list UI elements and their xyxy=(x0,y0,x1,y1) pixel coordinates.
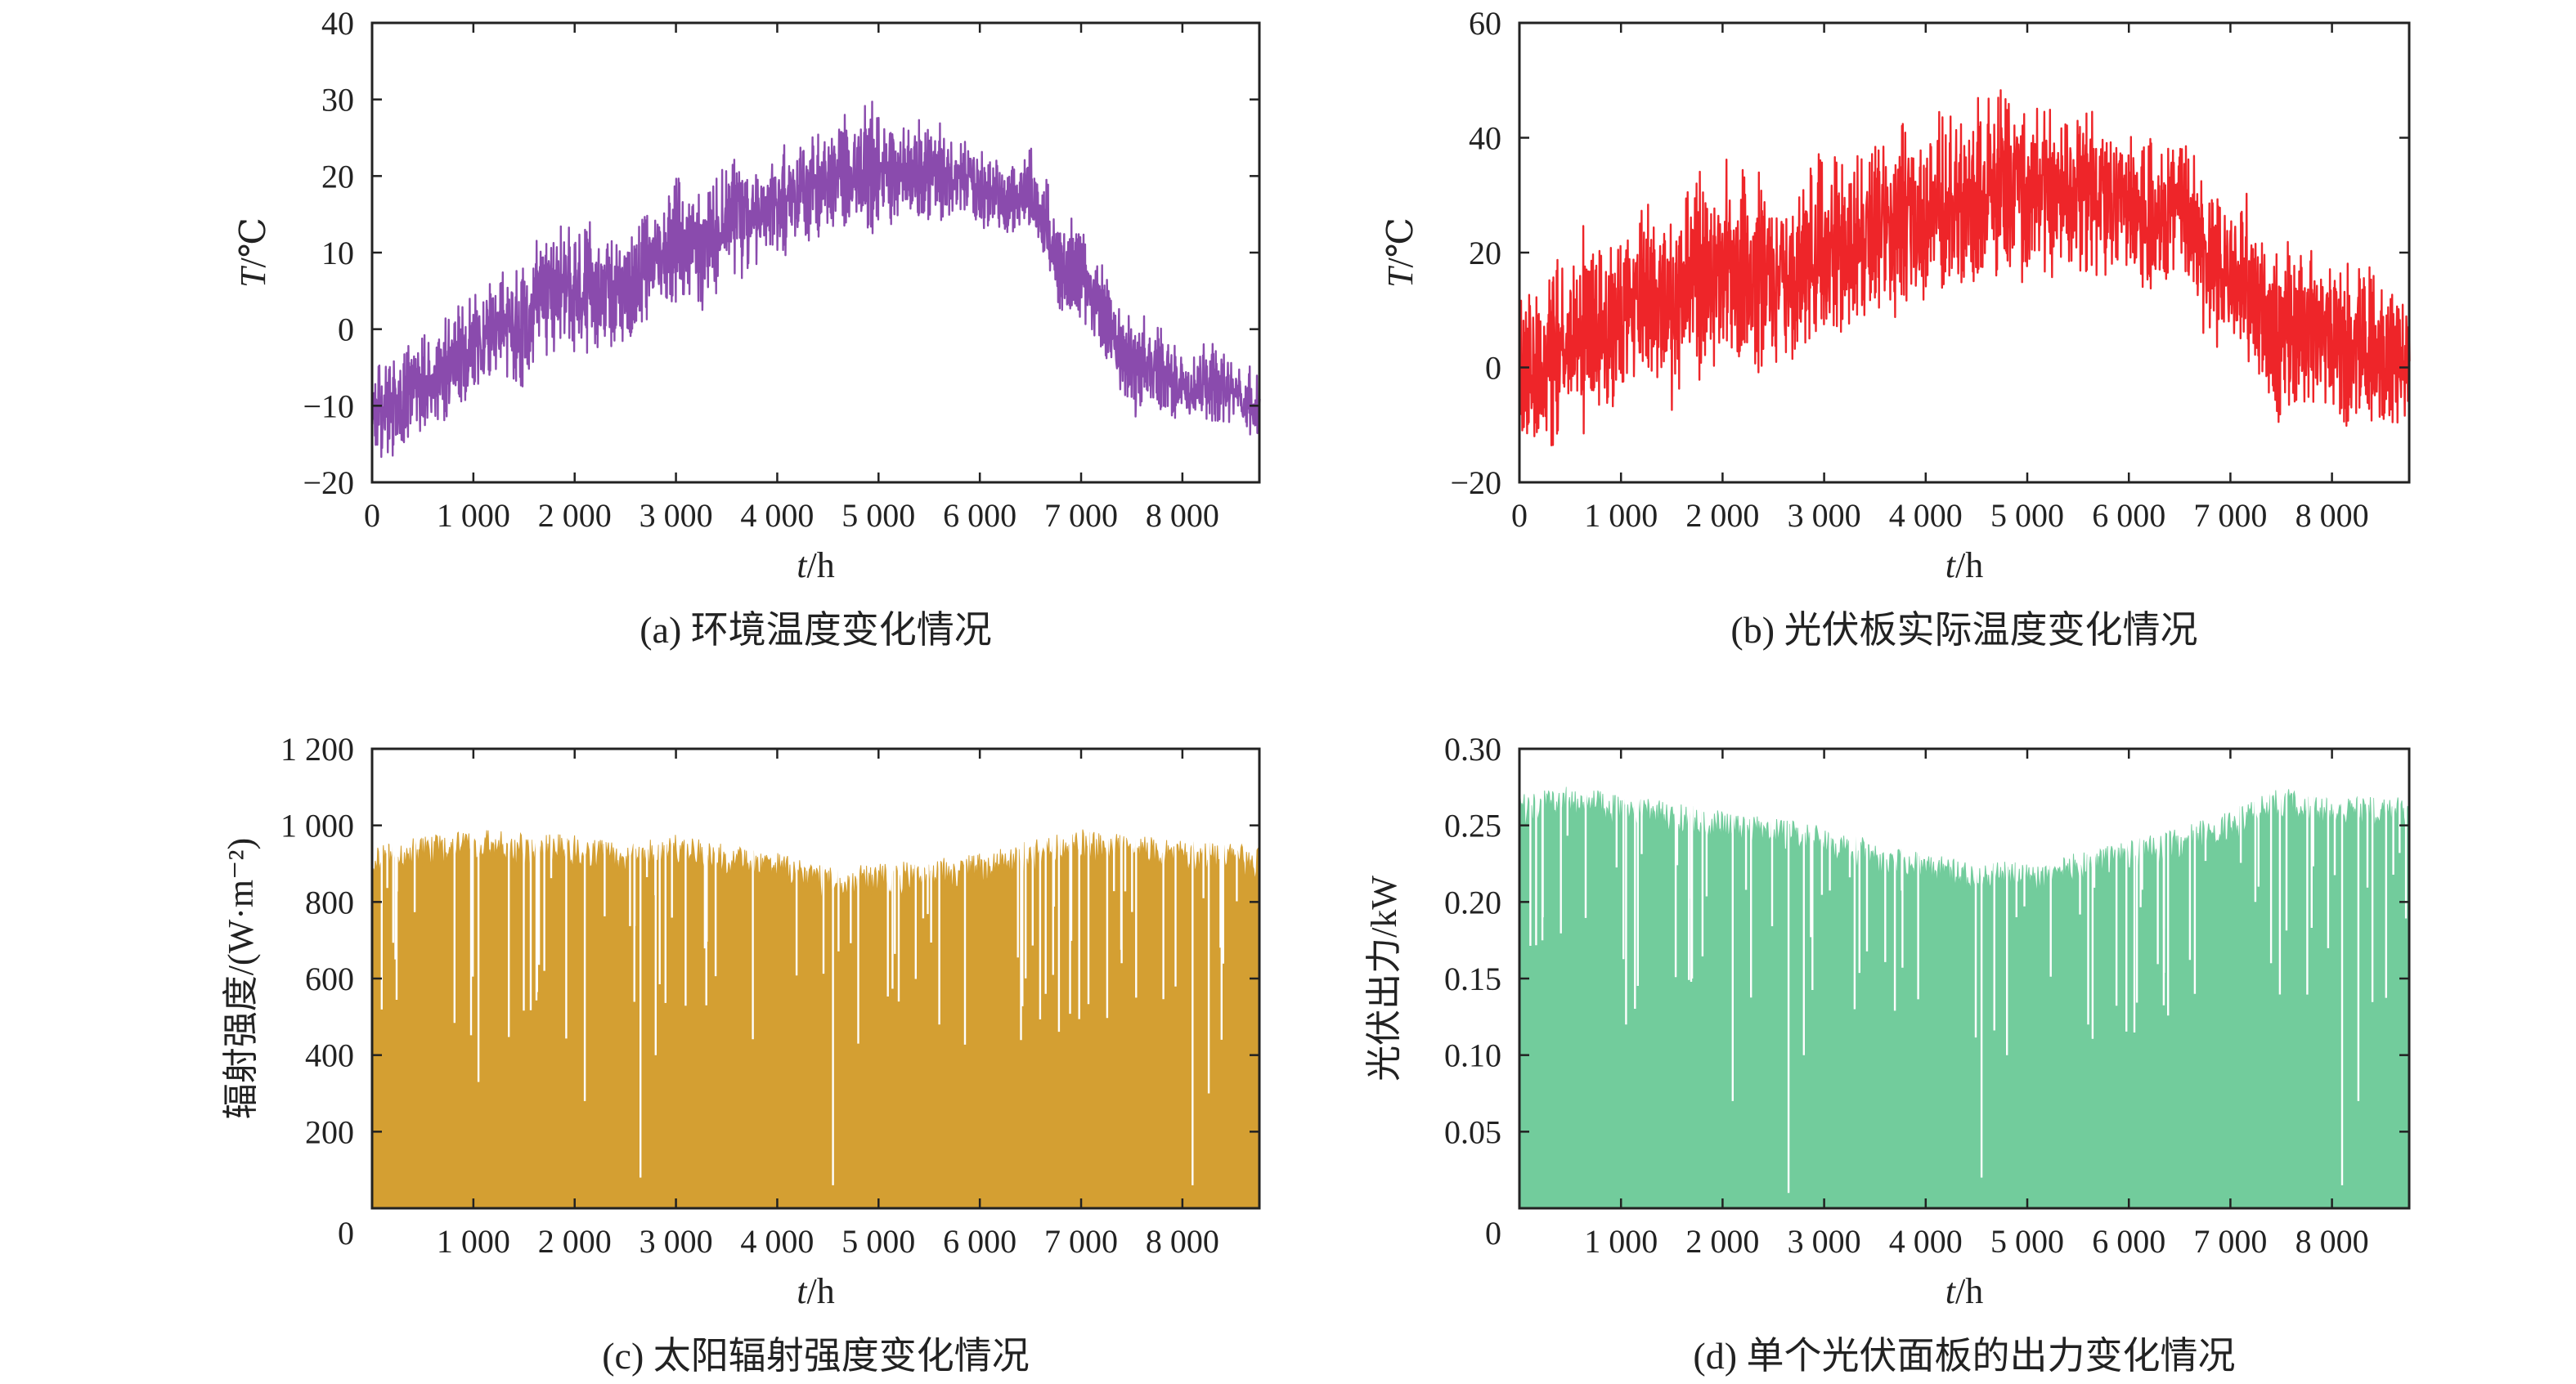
y-axis-variable-b: T xyxy=(1380,265,1420,288)
chart-panel-a: 0 1 000 2 000 3 000 4 000 5 000 6 000 7 000 8 00… xyxy=(233,5,1261,651)
y-tick-label-d-0: 0 xyxy=(1485,1215,1501,1252)
x-tick-label-b-3: 3 000 xyxy=(1788,497,1861,534)
x-tick-label-d-6: 7 000 xyxy=(2193,1223,2267,1260)
y-tick-label-a-6: 40 xyxy=(321,5,354,42)
x-tick-label-c-5: 6 000 xyxy=(943,1223,1016,1260)
x-axis-unit-c: /h xyxy=(807,1271,835,1311)
x-tick-label-b-1: 1 000 xyxy=(1584,497,1658,534)
y-tick-label-d-2: 0.10 xyxy=(1444,1037,1501,1074)
x-tick-label-a-4: 4 000 xyxy=(740,497,814,534)
x-tick-label-b-4: 4 000 xyxy=(1889,497,1963,534)
x-tick-label-a-5: 5 000 xyxy=(841,497,915,534)
x-axis-unit-b: /h xyxy=(1955,545,1983,585)
x-tick-label-d-5: 6 000 xyxy=(2092,1223,2165,1260)
y-axis-label-d: 光伏出力/kW xyxy=(1364,876,1404,1082)
x-tick-label-b-8: 8 000 xyxy=(2296,497,2369,534)
x-tick-label-b-0: 0 xyxy=(1511,497,1528,534)
x-tick-label-a-7: 7 000 xyxy=(1044,497,1118,534)
x-tick-label-a-6: 6 000 xyxy=(943,497,1016,534)
y-tick-label-b-2: 20 xyxy=(1469,235,1501,271)
x-axis-label-a: t/h xyxy=(797,545,834,585)
x-axis-label-b: t/h xyxy=(1945,545,1983,585)
x-tick-label-a-1: 1 000 xyxy=(437,497,510,534)
x-tick-label-c-7: 8 000 xyxy=(1146,1223,1219,1260)
y-axis-label-a: T/℃ xyxy=(233,217,273,288)
chart-panel-c: 1 000 2 000 3 000 4 000 5 000 6 000 7 000 8 000… xyxy=(221,731,1261,1377)
y-tick-label-c-5: 1 000 xyxy=(280,808,354,844)
x-tick-label-b-7: 7 000 xyxy=(2193,497,2267,534)
y-tick-label-c-0: 0 xyxy=(338,1215,354,1252)
y-tick-label-a-5: 30 xyxy=(321,82,354,119)
y-tick-label-a-1: −10 xyxy=(303,387,354,424)
x-axis-variable-d: t xyxy=(1945,1271,1957,1311)
y-tick-label-c-3: 600 xyxy=(305,961,354,997)
y-tick-label-b-3: 40 xyxy=(1469,120,1501,157)
x-axis-label-c: t/h xyxy=(797,1271,834,1311)
series-line-b xyxy=(1518,89,2411,446)
chart-panel-d: 1 000 2 000 3 000 4 000 5 000 6 000 7 000 8 000… xyxy=(1364,731,2411,1377)
x-tick-label-a-3: 3 000 xyxy=(640,497,713,534)
y-tick-label-c-1: 200 xyxy=(305,1113,354,1150)
y-axis-unit-b: /℃ xyxy=(1380,217,1420,267)
x-tick-label-c-0: 1 000 xyxy=(437,1223,510,1260)
series-area-c xyxy=(371,829,1260,1209)
x-tick-label-a-2: 2 000 xyxy=(538,497,612,534)
series-line-a xyxy=(370,101,1261,459)
x-axis-variable-a: t xyxy=(797,545,808,585)
x-tick-label-a-8: 8 000 xyxy=(1146,497,1219,534)
caption-c: (c) 太阳辐射强度变化情况 xyxy=(602,1335,1030,1377)
x-tick-label-d-0: 1 000 xyxy=(1584,1223,1658,1260)
y-tick-label-a-4: 20 xyxy=(321,158,354,195)
series-area-d xyxy=(1519,786,2410,1209)
x-tick-label-b-2: 2 000 xyxy=(1685,497,1759,534)
x-tick-label-d-1: 2 000 xyxy=(1685,1223,1759,1260)
x-tick-label-d-2: 3 000 xyxy=(1788,1223,1861,1260)
x-axis-label-d: t/h xyxy=(1945,1271,1983,1311)
x-tick-label-c-4: 5 000 xyxy=(841,1223,915,1260)
y-tick-label-b-4: 60 xyxy=(1469,5,1501,42)
x-tick-label-d-3: 4 000 xyxy=(1889,1223,1963,1260)
y-tick-label-d-5: 0.25 xyxy=(1444,808,1501,844)
y-axis-unit-a: /℃ xyxy=(233,217,273,267)
x-tick-label-c-2: 3 000 xyxy=(640,1223,713,1260)
x-tick-label-b-6: 6 000 xyxy=(2092,497,2165,534)
caption-b: (b) 光伏板实际温度变化情况 xyxy=(1730,609,2197,651)
y-tick-label-d-3: 0.15 xyxy=(1444,961,1501,997)
y-axis-label-c: 辐射强度/(W·m⁻²) xyxy=(221,838,261,1119)
y-axis-label-b: T/℃ xyxy=(1380,217,1420,288)
y-tick-label-a-0: −20 xyxy=(303,464,354,501)
y-tick-label-d-6: 0.30 xyxy=(1444,731,1501,768)
x-axis-variable-c: t xyxy=(797,1271,808,1311)
x-tick-label-d-4: 5 000 xyxy=(1990,1223,2064,1260)
y-tick-label-c-2: 400 xyxy=(305,1037,354,1074)
y-tick-label-d-1: 0.05 xyxy=(1444,1113,1501,1150)
x-tick-label-c-6: 7 000 xyxy=(1044,1223,1118,1260)
x-tick-label-b-5: 5 000 xyxy=(1990,497,2064,534)
y-tick-label-b-0: −20 xyxy=(1450,464,1501,501)
x-axis-variable-b: t xyxy=(1945,545,1957,585)
y-tick-label-b-1: 0 xyxy=(1485,350,1501,387)
y-axis-variable-a: T xyxy=(233,265,273,288)
y-tick-label-c-6: 1 200 xyxy=(280,731,354,768)
x-axis-unit-d: /h xyxy=(1955,1271,1983,1311)
y-tick-label-a-2: 0 xyxy=(338,311,354,348)
chart-panel-b: 0 1 000 2 000 3 000 4 000 5 000 6 000 7 000 8 00… xyxy=(1380,5,2411,651)
y-tick-label-c-4: 800 xyxy=(305,884,354,920)
caption-a: (a) 环境温度变化情况 xyxy=(640,609,992,651)
x-tick-label-a-0: 0 xyxy=(364,497,380,534)
x-tick-label-c-1: 2 000 xyxy=(538,1223,612,1260)
caption-d: (d) 单个光伏面板的出力变化情况 xyxy=(1693,1335,2235,1377)
y-tick-label-a-3: 10 xyxy=(321,235,354,271)
x-tick-label-c-3: 4 000 xyxy=(740,1223,814,1260)
x-tick-label-d-7: 8 000 xyxy=(2296,1223,2369,1260)
x-axis-unit-a: /h xyxy=(807,545,835,585)
y-tick-label-d-4: 0.20 xyxy=(1444,884,1501,920)
